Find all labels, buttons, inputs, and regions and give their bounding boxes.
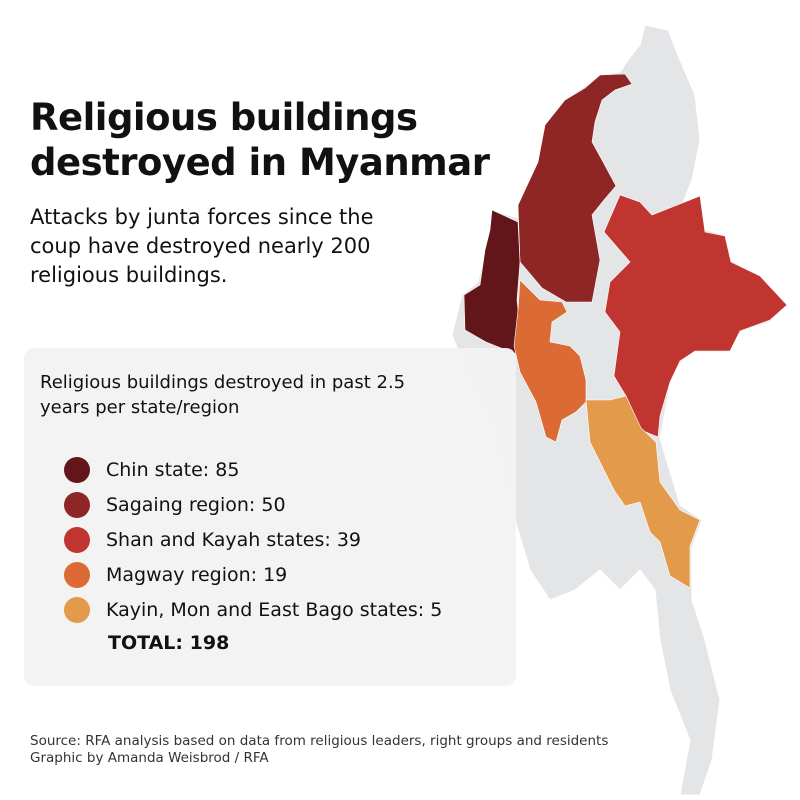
legend-total: TOTAL: 198: [108, 632, 230, 654]
legend-label: Shan and Kayah states: 39: [106, 528, 361, 551]
legend-title: Religious buildings destroyed in past 2.…: [40, 372, 406, 418]
title-line-2: destroyed in Myanmar: [30, 141, 490, 184]
legend-swatch: [64, 561, 90, 588]
legend-swatch: [64, 491, 90, 518]
legend-item-kayin-mon-east-bago: Kayin, Mon and East Bago states: 5: [64, 592, 442, 627]
credit-note: Graphic by Amanda Weisbrod / RFA: [30, 750, 269, 766]
legend-label: Sagaing region: 50: [106, 493, 286, 516]
legend-swatch: [64, 596, 90, 623]
legend-panel: Religious buildings destroyed in past 2.…: [24, 348, 516, 686]
legend-item-shan-kayah: Shan and Kayah states: 39: [64, 522, 442, 557]
legend-item-sagaing: Sagaing region: 50: [64, 487, 442, 522]
legend-swatch: [64, 456, 90, 483]
region-kayin-mon-east-bago: [585, 395, 701, 589]
legend-label: Magway region: 19: [106, 563, 288, 586]
region-sagaing: [517, 73, 633, 303]
subtitle: Attacks by junta forces since the coup h…: [30, 205, 374, 287]
footer: Source: RFA analysis based on data from …: [30, 733, 608, 767]
legend-label: Chin state: 85: [106, 458, 240, 481]
legend-item-magway: Magway region: 19: [64, 557, 442, 592]
legend-item-chin: Chin state: 85: [64, 452, 442, 487]
legend-list: Chin state: 85 Sagaing region: 50 Shan a…: [64, 452, 442, 659]
legend-label: Kayin, Mon and East Bago states: 5: [106, 598, 443, 621]
page-title: Religious buildings destroyed in Myanmar: [30, 95, 490, 185]
region-shan-kayah: [603, 194, 788, 438]
legend-swatch: [64, 526, 90, 553]
title-line-1: Religious buildings: [30, 96, 418, 139]
region-chin: [463, 209, 522, 357]
source-note: Source: RFA analysis based on data from …: [30, 733, 609, 749]
